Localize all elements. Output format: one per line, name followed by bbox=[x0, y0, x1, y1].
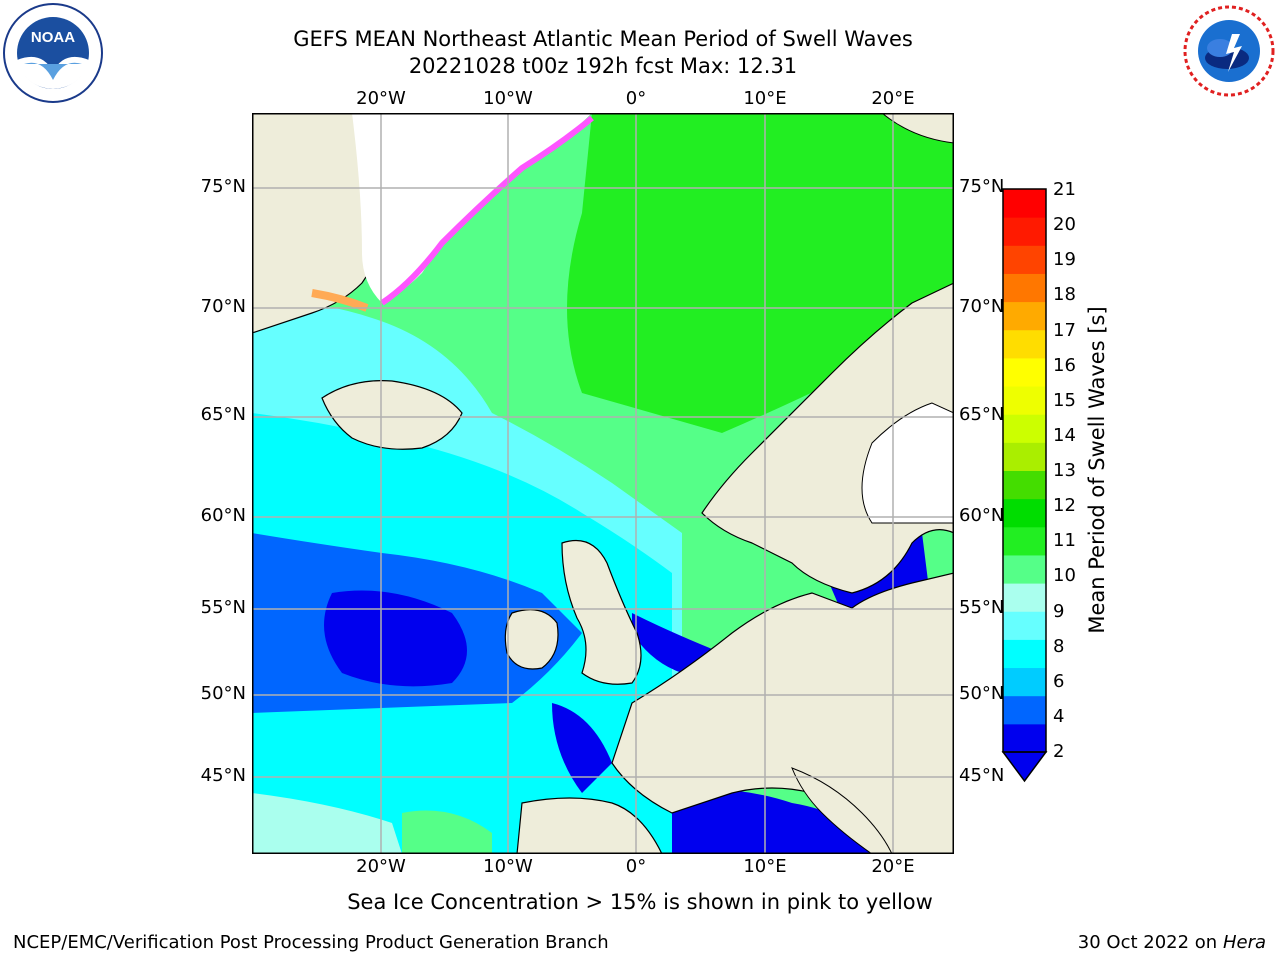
lat-label-right: 45°N bbox=[959, 765, 1005, 786]
colorbar-segment bbox=[1003, 667, 1046, 697]
lat-label-left: 55°N bbox=[200, 597, 246, 618]
colorbar-segment bbox=[1003, 583, 1046, 612]
colorbar-tick: 14 bbox=[1053, 424, 1076, 446]
colorbar-tick: 10 bbox=[1053, 565, 1076, 587]
colorbar-tick: 21 bbox=[1053, 179, 1076, 200]
colorbar-segment bbox=[1003, 414, 1046, 443]
footer-date: 30 Oct 2022 on Hera bbox=[1077, 932, 1266, 953]
lat-label-left: 75°N bbox=[200, 176, 246, 197]
colorbar-segment bbox=[1003, 723, 1046, 753]
colorbar-segment bbox=[1003, 611, 1046, 640]
sea-ice-note: Sea Ice Concentration > 15% is shown in … bbox=[347, 890, 933, 914]
iberia bbox=[516, 797, 663, 854]
colorbar-tick: 16 bbox=[1053, 354, 1076, 376]
lon-label-bottom: 10°W bbox=[483, 856, 533, 877]
footer-host: Hera bbox=[1222, 932, 1266, 953]
colorbar-tick: 13 bbox=[1053, 460, 1076, 481]
colorbar-tick: 6 bbox=[1053, 670, 1065, 692]
chart-subtitle: 20221028 t00z 192h fcst Max: 12.31 bbox=[408, 54, 798, 78]
colorbar-tick: 2 bbox=[1053, 741, 1065, 762]
svg-text:NOAA: NOAA bbox=[31, 29, 75, 46]
noaa-logo: NOAA bbox=[3, 3, 103, 103]
lon-label-top: 10°W bbox=[483, 88, 533, 109]
colorbar-segment bbox=[1003, 554, 1046, 584]
iceland bbox=[321, 380, 463, 450]
colorbar-segment bbox=[1003, 273, 1046, 303]
lon-label-bottom: 0° bbox=[625, 856, 647, 877]
colorbar-label: Mean Period of Swell Waves [s] bbox=[1085, 306, 1109, 634]
colorbar-segment bbox=[1003, 695, 1046, 725]
swell-period-map bbox=[252, 113, 954, 854]
lon-label-bottom: 20°W bbox=[356, 856, 406, 877]
colorbar-tick: 9 bbox=[1053, 600, 1065, 622]
colorbar-tick: 15 bbox=[1053, 389, 1076, 411]
lat-label-right: 55°N bbox=[959, 597, 1005, 618]
colorbar-tick: 8 bbox=[1053, 635, 1065, 657]
colorbar-segment bbox=[1003, 329, 1046, 359]
lon-label-bottom: 20°E bbox=[871, 856, 915, 877]
great-britain bbox=[561, 539, 642, 685]
graticule bbox=[252, 113, 954, 854]
colorbar-segment bbox=[1003, 442, 1046, 471]
colorbar-tick: 19 bbox=[1053, 249, 1076, 271]
colorbar-segment bbox=[1003, 526, 1046, 556]
colorbar-segment bbox=[1003, 357, 1046, 387]
lat-label-left: 65°N bbox=[200, 404, 246, 425]
chart-title: GEFS MEAN Northeast Atlantic Mean Period… bbox=[293, 27, 913, 51]
lon-label-top: 0° bbox=[625, 88, 647, 109]
lat-label-left: 60°N bbox=[200, 505, 246, 526]
nws-logo bbox=[1182, 4, 1276, 98]
colorbar-tick: 17 bbox=[1053, 319, 1076, 341]
lat-label-right: 50°N bbox=[959, 683, 1005, 704]
colorbar-extend-arrow bbox=[1001, 751, 1048, 783]
colorbar-segment bbox=[1003, 498, 1046, 528]
colorbar-tick: 18 bbox=[1053, 284, 1076, 306]
colorbar-tick: 12 bbox=[1053, 495, 1076, 517]
lon-label-top: 20°W bbox=[356, 88, 406, 109]
colorbar-segment bbox=[1003, 470, 1046, 500]
lat-label-left: 70°N bbox=[200, 296, 246, 317]
colorbar-tick: 20 bbox=[1053, 214, 1076, 236]
lat-label-right: 70°N bbox=[959, 296, 1005, 317]
colorbar-segment bbox=[1003, 217, 1046, 246]
lat-label-right: 75°N bbox=[959, 176, 1005, 197]
colorbar-segment bbox=[1003, 386, 1046, 415]
colorbar-segment bbox=[1003, 301, 1046, 331]
lon-label-top: 10°E bbox=[743, 88, 787, 109]
lon-label-bottom: 10°E bbox=[743, 856, 787, 877]
colorbar-tick: 4 bbox=[1053, 705, 1065, 727]
lat-label-left: 50°N bbox=[200, 683, 246, 704]
lat-label-right: 60°N bbox=[959, 505, 1005, 526]
ireland bbox=[504, 609, 559, 670]
colorbar-segment bbox=[1003, 245, 1046, 274]
colorbar-segment bbox=[1003, 639, 1046, 669]
colorbar bbox=[1001, 188, 1048, 783]
lat-label-left: 45°N bbox=[200, 765, 246, 786]
lon-label-top: 20°E bbox=[871, 88, 915, 109]
footer-credit: NCEP/EMC/Verification Post Processing Pr… bbox=[13, 932, 609, 953]
colorbar-segment bbox=[1003, 189, 1046, 218]
lat-label-right: 65°N bbox=[959, 404, 1005, 425]
colorbar-tick: 11 bbox=[1053, 530, 1076, 552]
